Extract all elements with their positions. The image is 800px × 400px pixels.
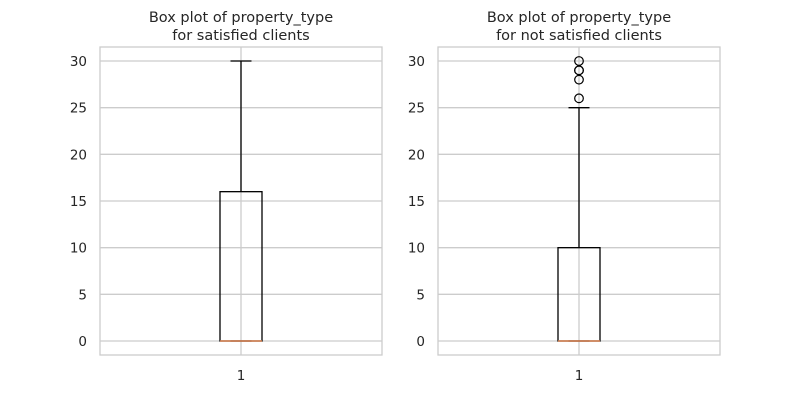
left-ytick-label: 5 — [78, 287, 87, 303]
right-outlier-point — [574, 56, 584, 66]
right-outlier-point — [574, 93, 584, 104]
right-ytick-label: 10 — [408, 241, 425, 257]
right-ytick-label: 5 — [416, 287, 425, 303]
left-title-line-2: for satisfied clients — [172, 28, 310, 44]
right-title-line-1: Box plot of property_type — [487, 10, 671, 26]
left-panel: Box plot of property_type for satisfied … — [70, 10, 383, 384]
right-axes-frame — [437, 46, 721, 356]
right-ytick-label: 25 — [408, 101, 425, 117]
left-xtick-label: 1 — [237, 368, 246, 384]
left-ytick-label: 10 — [70, 241, 87, 257]
left-axes-frame — [99, 46, 383, 356]
left-ytick-label: 25 — [70, 101, 87, 117]
left-ytick-label: 20 — [70, 147, 87, 163]
right-xtick-label: 1 — [575, 368, 584, 384]
right-ytick-label: 20 — [408, 147, 425, 163]
right-outlier-point — [574, 65, 584, 76]
left-ytick-label: 30 — [70, 54, 87, 70]
right-panel: Box plot of property_type for not satisf… — [408, 10, 721, 384]
right-ytick-label: 0 — [416, 334, 425, 350]
right-outlier-point — [574, 74, 584, 85]
right-ytick-label: 15 — [408, 194, 425, 210]
right-ytick-label: 30 — [408, 54, 425, 70]
left-title-line-1: Box plot of property_type — [149, 10, 333, 26]
left-ytick-label: 0 — [78, 334, 87, 350]
right-plot-area: 0 5 10 15 20 25 30 1 — [408, 46, 721, 384]
left-ytick-label: 15 — [70, 194, 87, 210]
right-title-line-2: for not satisfied clients — [496, 28, 662, 44]
left-plot-area: 0 5 10 15 20 25 30 1 — [70, 46, 383, 384]
